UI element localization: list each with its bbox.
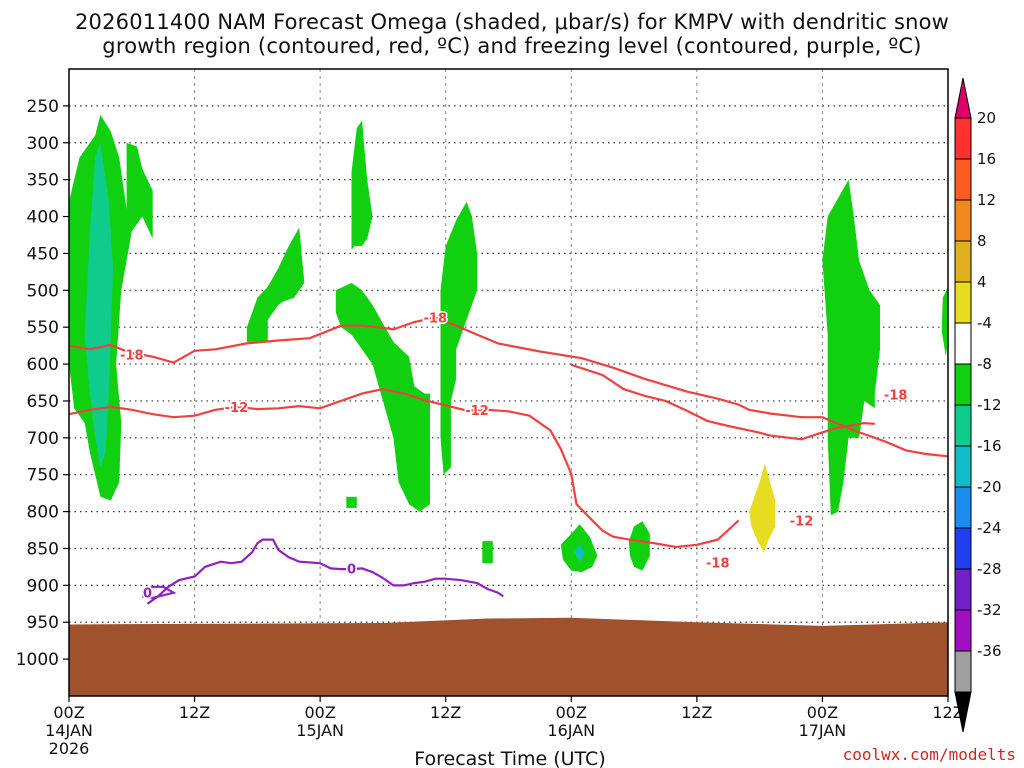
colorbar-swatch	[954, 240, 972, 283]
colorbar-swatch	[954, 363, 972, 406]
colorbar-top-arrow	[954, 77, 972, 119]
y-tick-label: 800	[27, 503, 59, 523]
contour-label: -12	[790, 514, 814, 529]
y-tick-label: 950	[27, 613, 59, 633]
colorbar-label: -20	[977, 478, 1002, 496]
omega-region-green	[482, 541, 493, 564]
y-tick-label: 550	[27, 318, 59, 338]
x-tick-label: 00Z	[304, 703, 335, 722]
contour-dendritic-bottom	[68, 387, 740, 549]
x-tick-label: 12Z	[681, 703, 712, 722]
contour-label: -18	[424, 312, 448, 327]
contour-label: 0	[347, 562, 356, 577]
x-tick-date: 15JAN	[296, 721, 344, 740]
colorbar-label: 8	[977, 232, 987, 250]
x-tick-date: 17JAN	[799, 721, 847, 740]
y-tick-label: 1000	[16, 650, 59, 670]
contour-label: -18	[884, 388, 908, 403]
omega-region-yellow	[749, 463, 776, 553]
contour-label: -12	[225, 401, 249, 416]
colorbar-label: -16	[977, 437, 1002, 455]
colorbar-swatch	[954, 199, 972, 242]
colorbar-swatch	[954, 445, 972, 488]
omega-region-green	[351, 120, 373, 250]
colorbar-swatch	[954, 158, 972, 201]
x-tick-date: 16JAN	[547, 721, 595, 740]
colorbar-label: -36	[977, 642, 1002, 660]
omega-region-green	[628, 521, 650, 571]
y-tick-label: 350	[27, 171, 59, 191]
credit-text: coolwx.com/modelts	[842, 745, 1016, 764]
contour-label: -18	[120, 348, 144, 363]
y-tick-label: 450	[27, 244, 59, 264]
contour-freezing-level	[146, 538, 504, 605]
contour-label: -18	[706, 556, 730, 571]
colorbar-swatch	[954, 281, 972, 324]
plot-frame	[68, 68, 949, 697]
contour-label: 0	[143, 587, 152, 602]
y-tick-label: 400	[27, 208, 59, 228]
y-tick-label: 700	[27, 429, 59, 449]
colorbar-swatch	[954, 527, 972, 570]
colorbar-bottom-arrow	[954, 691, 972, 733]
colorbar-label: 16	[977, 150, 996, 168]
y-tick-label: 600	[27, 355, 59, 375]
x-tick-date: 14JAN	[45, 721, 93, 740]
plot-area	[69, 69, 948, 696]
chart-title-line1: 2026011400 NAM Forecast Omega (shaded, μ…	[74, 10, 950, 34]
omega-region-green	[335, 282, 430, 512]
colorbar-label: -32	[977, 601, 1002, 619]
contour-label: -12	[465, 404, 489, 419]
colorbar-label: 4	[977, 273, 987, 291]
x-axis-label: Forecast Time (UTC)	[414, 748, 605, 768]
colorbar-label: -8	[977, 355, 992, 373]
y-tick-label: 300	[27, 134, 59, 154]
omega-region-green	[941, 286, 948, 357]
ground-surface	[69, 617, 948, 696]
x-tick-label: 12Z	[179, 703, 210, 722]
colorbar-label: -24	[977, 519, 1002, 537]
omega-shading	[69, 114, 948, 573]
omega-region-green	[246, 227, 305, 342]
colorbar-swatch	[954, 322, 972, 365]
colorbar-label: 20	[977, 109, 996, 127]
contour-dendritic-top	[68, 316, 949, 458]
colorbar-label: 12	[977, 191, 996, 209]
ground-fill	[69, 617, 948, 696]
axes: 250 300 350 400 450 500 550 600 650 700 750 800 850 9…	[16, 68, 964, 758]
y-tick-label: 500	[27, 281, 59, 301]
colorbar-swatch	[954, 404, 972, 447]
colorbar-swatch	[954, 486, 972, 529]
colorbar-label: -12	[977, 396, 1002, 414]
x-tick-year: 2026	[49, 739, 90, 758]
contour-dendritic-18-lower-loop	[570, 363, 875, 441]
x-tick-label: 12Z	[430, 703, 461, 722]
omega-region-green	[822, 179, 880, 516]
omega-region-teal	[84, 142, 113, 468]
colorbar-swatch	[954, 117, 972, 160]
contour-freezing-level	[141, 585, 177, 600]
y-tick-label: 900	[27, 576, 59, 596]
x-tick-label: 00Z	[807, 703, 838, 722]
chart-title-line2: growth region (contoured, red, ºC) and f…	[102, 34, 922, 58]
y-tick-label: 250	[27, 97, 59, 117]
x-tick-label: 12Z	[932, 703, 963, 722]
colorbar-label: -28	[977, 560, 1002, 578]
colorbar-swatch	[954, 609, 972, 652]
y-tick-label: 650	[27, 392, 59, 412]
colorbar-swatch	[954, 650, 972, 693]
colorbar-swatch	[954, 568, 972, 611]
y-tick-label: 750	[27, 466, 59, 486]
colorbar-label: -4	[977, 314, 992, 332]
y-tick-label: 850	[27, 539, 59, 559]
x-tick-label: 00Z	[53, 703, 84, 722]
contour-lines: -18 -18 -18 -18 -12 -12 -12 0 0	[68, 310, 949, 605]
omega-region-green	[346, 496, 357, 508]
omega-region-cyan	[574, 544, 585, 562]
x-tick-label: 00Z	[556, 703, 587, 722]
colorbar: 20 16 12 8 4 -4 -8 -12 -16 -20 -24 -28 -32 -36	[954, 77, 1002, 733]
